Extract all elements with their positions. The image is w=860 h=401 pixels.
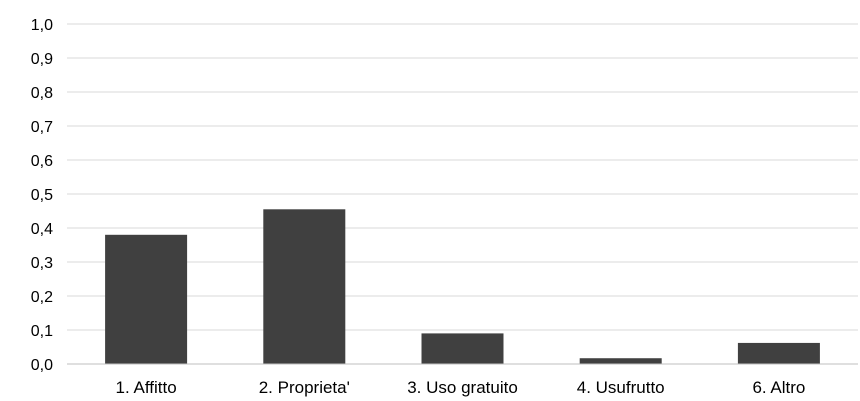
bars — [105, 209, 820, 364]
bar — [263, 209, 346, 364]
y-tick-label: 0,2 — [31, 289, 53, 306]
y-tick-label: 0,5 — [31, 187, 53, 204]
gridlines — [67, 23, 858, 331]
y-tick-label: 0,4 — [31, 221, 53, 238]
x-category-label: 4. Usufrutto — [577, 378, 665, 397]
bar — [105, 234, 188, 364]
bar — [579, 358, 662, 364]
x-axis-category-labels: 1. Affitto 2. Proprieta' 3. Uso gratuito 4.… — [116, 378, 806, 397]
y-tick-label: 0,9 — [31, 51, 53, 68]
y-tick-label: 0,0 — [31, 357, 53, 374]
bar — [737, 342, 820, 364]
y-tick-label: 1,0 — [31, 17, 53, 34]
y-tick-label: 0,1 — [31, 323, 53, 340]
y-tick-label: 0,8 — [31, 85, 53, 102]
x-category-label: 6. Altro — [752, 378, 805, 397]
x-category-label: 1. Affitto — [116, 378, 177, 397]
bar — [421, 333, 504, 364]
y-tick-label: 0,7 — [31, 119, 53, 136]
y-tick-label: 0,3 — [31, 255, 53, 272]
y-tick-label: 0,6 — [31, 153, 53, 170]
y-axis-tick-labels: 0,0 0,1 0,2 0,3 0,4 0,5 0,6 0,7 0,8 0,9 1,0 — [31, 17, 53, 374]
x-category-label: 2. Proprieta' — [259, 378, 350, 397]
x-category-label: 3. Uso gratuito — [407, 378, 518, 397]
